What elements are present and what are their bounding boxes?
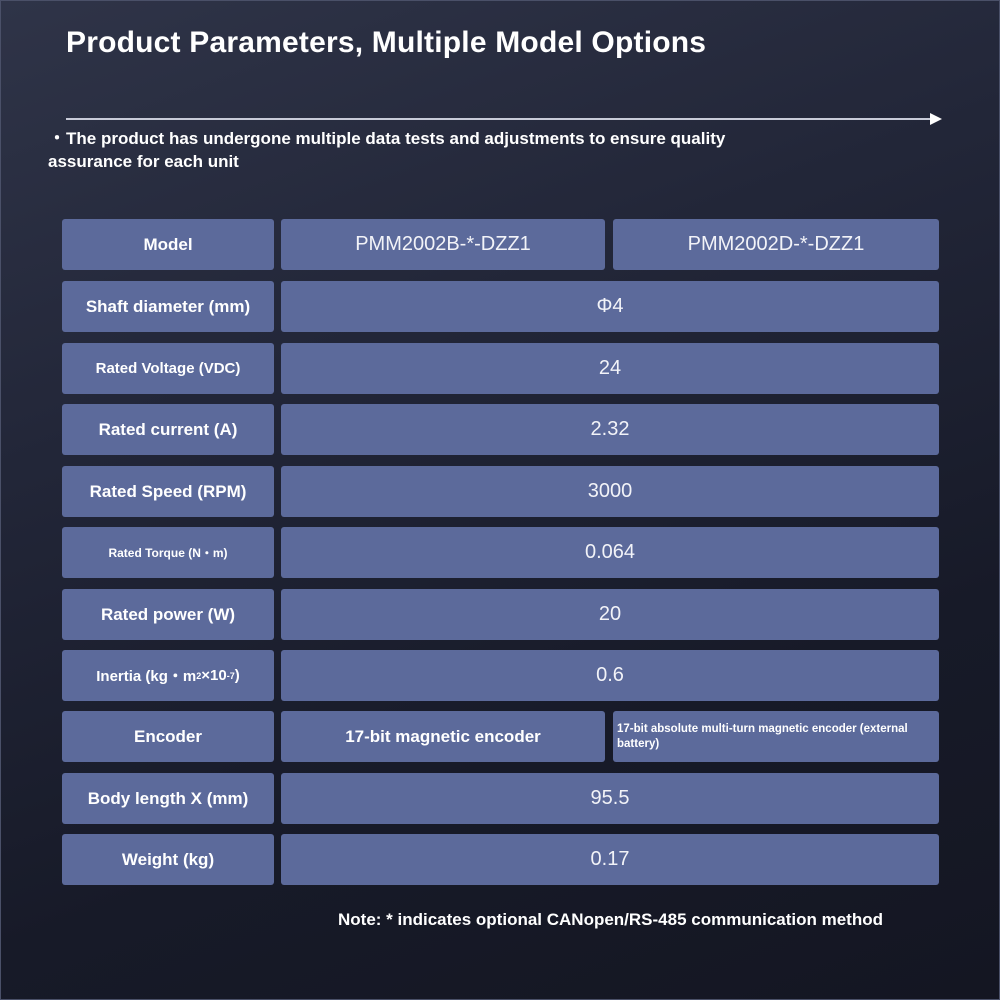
- row-label: Model: [62, 219, 274, 270]
- row-value: 95.5: [281, 773, 939, 824]
- label-sup: -7: [226, 670, 235, 681]
- row-value: 2.32: [281, 404, 939, 455]
- table-row-encoder: Encoder 17-bit magnetic encoder 17-bit a…: [62, 711, 939, 762]
- row-label: Rated power (W): [62, 589, 274, 640]
- table-row: Rated Voltage (VDC) 24: [62, 343, 939, 394]
- row-label: Rated Torque (N・m): [62, 527, 274, 578]
- subtitle-text: The product has undergone multiple data …: [48, 129, 726, 171]
- model-a-value: PMM2002B-*-DZZ1: [281, 219, 605, 270]
- row-label: Inertia (kg・m 2 ×10 -7): [62, 650, 274, 701]
- table-row: Rated Torque (N・m) 0.064: [62, 527, 939, 578]
- label-sup: 2: [196, 670, 202, 681]
- subtitle: ・The product has undergone multiple data…: [48, 127, 808, 173]
- encoder-a-value: 17-bit magnetic encoder: [281, 711, 605, 762]
- table-row: Shaft diameter (mm) Φ4: [62, 281, 939, 332]
- page-title: Product Parameters, Multiple Model Optio…: [66, 26, 707, 59]
- label-part: Inertia (kg・m: [96, 668, 197, 685]
- row-label: Shaft diameter (mm): [62, 281, 274, 332]
- table-row: Body length X (mm) 95.5: [62, 773, 939, 824]
- table-row: Weight (kg) 0.17: [62, 834, 939, 885]
- bullet-icon: ・: [48, 129, 66, 148]
- row-value: 3000: [281, 466, 939, 517]
- model-b-value: PMM2002D-*-DZZ1: [613, 219, 939, 270]
- row-value: 0.6: [281, 650, 939, 701]
- row-value: 20: [281, 589, 939, 640]
- row-label: Weight (kg): [62, 834, 274, 885]
- table-row: Rated power (W) 20: [62, 589, 939, 640]
- row-label: Rated current (A): [62, 404, 274, 455]
- row-label: Rated Speed (RPM): [62, 466, 274, 517]
- encoder-b-value: 17-bit absolute multi-turn magnetic enco…: [613, 711, 939, 762]
- row-value: 24: [281, 343, 939, 394]
- table-row-model: Model PMM2002B-*-DZZ1 PMM2002D-*-DZZ1: [62, 219, 939, 270]
- row-value: Φ4: [281, 281, 939, 332]
- label-part: ×10: [201, 667, 227, 684]
- label-part: ): [234, 667, 240, 684]
- row-label: Body length X (mm): [62, 773, 274, 824]
- row-value: 0.17: [281, 834, 939, 885]
- table-row: Inertia (kg・m 2 ×10 -7) 0.6: [62, 650, 939, 701]
- table-row: Rated current (A) 2.32: [62, 404, 939, 455]
- table-row: Rated Speed (RPM) 3000: [62, 466, 939, 517]
- footer-note: Note: * indicates optional CANopen/RS-48…: [338, 910, 883, 929]
- row-label: Rated Voltage (VDC): [62, 343, 274, 394]
- row-value: 0.064: [281, 527, 939, 578]
- row-label: Encoder: [62, 711, 274, 762]
- arrow-right-icon: [66, 113, 942, 125]
